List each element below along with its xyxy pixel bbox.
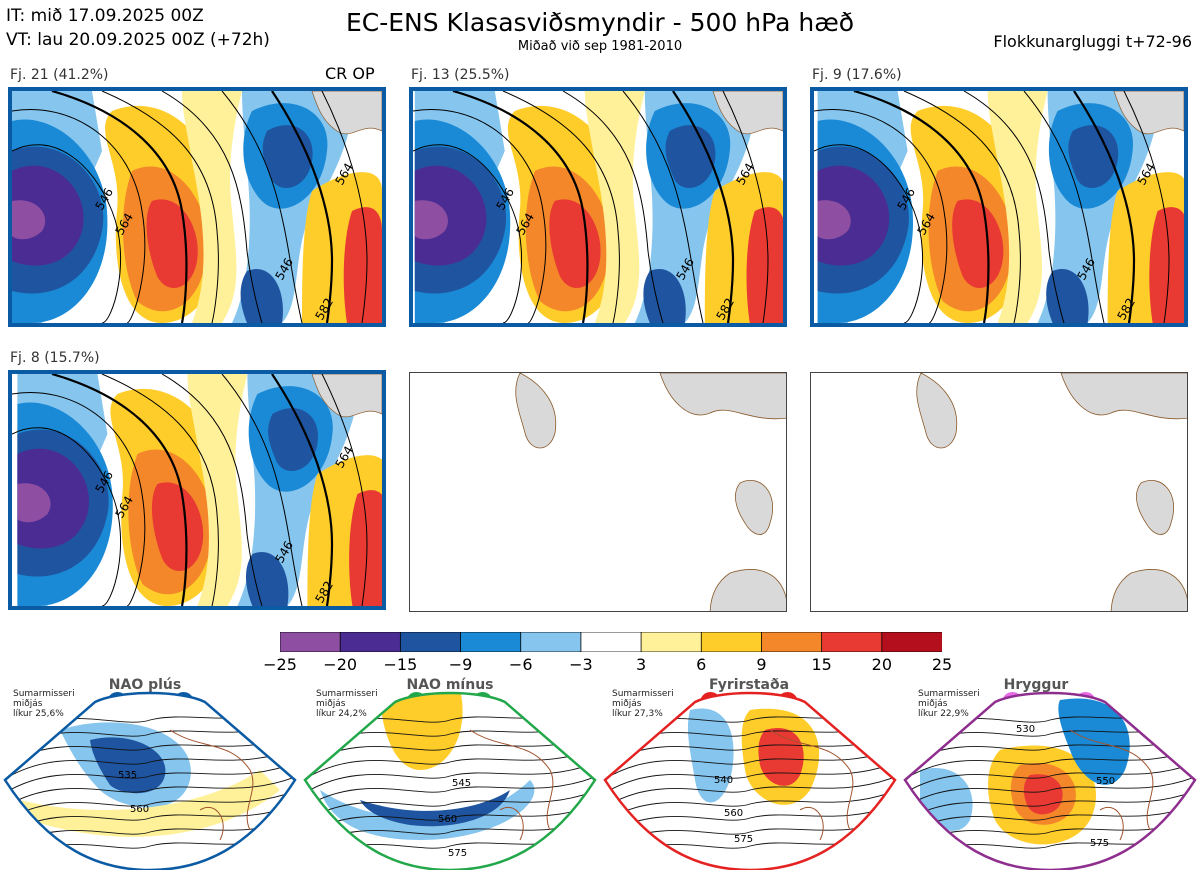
colorbar-tick-label: −15	[383, 655, 418, 674]
regime-likelihood: líkur 25,6%	[13, 709, 64, 719]
colorbar-tick-label: −6	[508, 655, 533, 674]
panel-label-4: Fj. 8 (15.7%)	[10, 350, 100, 366]
regime-likelihood: líkur 22,9%	[918, 709, 969, 719]
colorbar-swatch	[520, 632, 582, 652]
regime-position: miðjás	[316, 699, 346, 709]
regime-map-nao-plus: 535 560	[0, 690, 300, 872]
colorbar-swatch	[700, 632, 763, 652]
regime-season: Sumarmisseri	[316, 689, 378, 699]
colorbar-swatch	[280, 632, 342, 652]
regime-season: Sumarmisseri	[918, 689, 980, 699]
page-subtitle: Miðað við sep 1981-2010	[517, 39, 683, 54]
anomaly-colorbar	[280, 632, 942, 652]
regime-season: Sumarmisseri	[612, 689, 674, 699]
regime-map-nao-minus: 545 560 575	[300, 690, 600, 872]
colorbar-tick-label: −25	[263, 655, 297, 674]
colorbar-swatch	[399, 632, 462, 652]
contour-label: 540	[714, 775, 733, 786]
init-time: IT: mið 17.09.2025 00Z	[6, 6, 204, 26]
colorbar-tick-label: −20	[323, 655, 358, 674]
colorbar-tick-label: 20	[871, 655, 892, 674]
regime-title-nao-plus: NAO plús	[108, 677, 182, 693]
contour-label: 550	[1096, 776, 1115, 787]
colorbar-tick-label: −9	[448, 655, 473, 674]
classification-window: Flokkunargluggi t+72-96	[993, 32, 1192, 51]
contour-label: 560	[130, 804, 149, 815]
contour-label: 575	[448, 848, 467, 859]
colorbar-tick-label: −3	[569, 655, 593, 674]
regime-likelihood: líkur 27,3%	[612, 709, 663, 719]
colorbar-swatch	[821, 632, 883, 652]
page-title: EC-ENS Klasasviðsmyndir - 500 hPa hæð	[345, 8, 855, 37]
colorbar-tick-label: 25	[931, 655, 953, 674]
contour-label: 530	[1016, 724, 1035, 735]
contour-label: 575	[734, 834, 753, 845]
valid-time: VT: lau 20.09.2025 00Z (+72h)	[6, 30, 270, 50]
empty-map-5	[409, 372, 787, 612]
regime-note-blocking: Sumarmisseri miðjás líkur 27,3%	[612, 689, 674, 719]
regime-map-ridge: 530 550 575	[900, 690, 1200, 872]
regime-note-nao-minus: Sumarmisseri miðjás líkur 24,2%	[316, 689, 378, 719]
cluster-map-1: 546 564 546 564 582	[8, 87, 386, 327]
cluster-map-3: 546 564 546 564 582	[810, 87, 1188, 327]
regime-position: miðjás	[13, 699, 43, 709]
colorbar-tick-label: 6	[696, 655, 707, 674]
panel-label-1: Fj. 21 (41.2%)	[10, 67, 109, 83]
regime-map-blocking: 540 560 575	[600, 690, 900, 872]
cluster-map-4: 546 564 546 564 582	[8, 370, 386, 610]
contour-label: 545	[452, 778, 471, 789]
regime-title-nao-minus: NAO mínus	[406, 677, 494, 693]
colorbar-tick-label: 9	[756, 655, 767, 674]
colorbar-tick-label: 3	[635, 655, 647, 674]
colorbar-swatch	[580, 632, 642, 652]
colorbar-swatch	[460, 632, 522, 652]
regime-position: miðjás	[612, 699, 642, 709]
contour-label: 560	[724, 808, 743, 819]
colorbar-swatch	[761, 632, 823, 652]
regime-note-ridge: Sumarmisseri miðjás líkur 22,9%	[918, 689, 980, 719]
regime-title-blocking: Fyrirstaða	[708, 677, 790, 693]
control-op-badge: CR OP	[325, 64, 375, 83]
regime-position: miðjás	[918, 699, 948, 709]
colorbar-swatch	[640, 632, 703, 652]
contour-label: 560	[438, 814, 457, 825]
regime-note-nao-plus: Sumarmisseri miðjás líkur 25,6%	[13, 689, 75, 719]
panel-label-2: Fj. 13 (25.5%)	[411, 67, 510, 83]
panel-label-3: Fj. 9 (17.6%)	[812, 67, 902, 83]
contour-label: 575	[1090, 838, 1109, 849]
cluster-map-2: 546 564 546 564 582	[409, 87, 787, 327]
regime-season: Sumarmisseri	[13, 689, 75, 699]
empty-map-6	[810, 372, 1188, 612]
regime-title-ridge: Hryggur	[1003, 677, 1069, 693]
colorbar-swatch	[339, 632, 402, 652]
regime-likelihood: líkur 24,2%	[316, 709, 367, 719]
colorbar-swatch	[881, 632, 942, 652]
contour-label: 535	[118, 770, 137, 781]
colorbar-tick-label: 15	[811, 655, 832, 674]
